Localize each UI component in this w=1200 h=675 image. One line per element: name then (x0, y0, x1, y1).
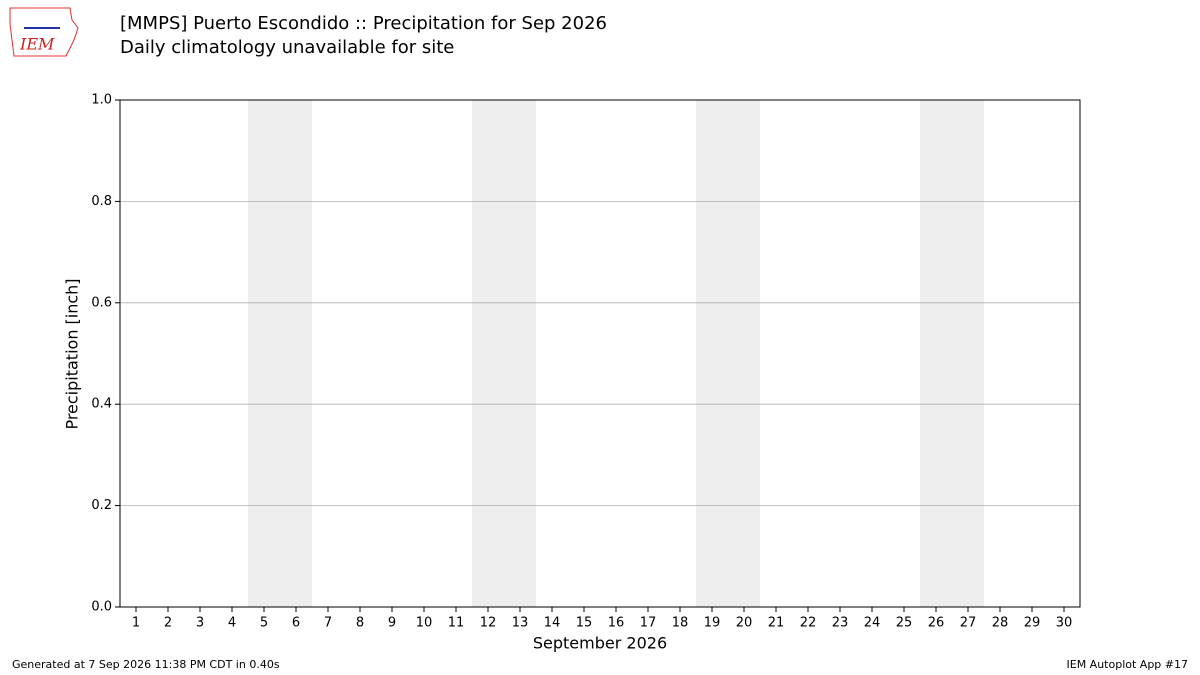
x-tick-label: 22 (800, 616, 817, 631)
x-tick-label: 6 (292, 616, 300, 631)
x-tick-label: 24 (864, 616, 881, 631)
x-tick-label: 8 (356, 616, 364, 631)
x-tick-label: 4 (228, 616, 236, 631)
x-tick-label: 23 (832, 616, 849, 631)
x-tick-label: 9 (388, 616, 396, 631)
x-tick-label: 29 (1024, 616, 1041, 631)
footer-left: Generated at 7 Sep 2026 11:38 PM CDT in … (12, 658, 280, 671)
logo-text: IEM (19, 35, 55, 54)
x-axis-label: September 2026 (533, 634, 667, 653)
y-axis-label: Precipitation [inch] (63, 278, 82, 429)
x-tick-label: 21 (768, 616, 785, 631)
x-tick-label: 2 (164, 616, 172, 631)
weekend-shade (472, 100, 536, 607)
weekend-shade (696, 100, 760, 607)
logo: IEM (9, 7, 79, 57)
x-tick-label: 28 (992, 616, 1009, 631)
y-tick-label: 0.8 (91, 194, 112, 209)
plot-frame (119, 99, 1081, 608)
x-tick-label: 14 (544, 616, 561, 631)
logo-outline (9, 7, 79, 57)
weekend-shade (920, 100, 984, 607)
x-tick-label: 3 (196, 616, 204, 631)
x-tick-label: 25 (896, 616, 913, 631)
x-tick-label: 7 (324, 616, 332, 631)
x-tick-label: 26 (928, 616, 945, 631)
x-tick-label: 30 (1056, 616, 1073, 631)
footer-right: IEM Autoplot App #17 (1067, 658, 1189, 671)
x-tick-label: 19 (704, 616, 721, 631)
y-tick-label: 0.4 (91, 397, 112, 412)
x-tick-label: 18 (672, 616, 689, 631)
x-tick-label: 10 (416, 616, 433, 631)
x-tick-label: 5 (260, 616, 268, 631)
x-tick-label: 27 (960, 616, 977, 631)
x-tick-label: 1 (132, 616, 140, 631)
weekend-shade (248, 100, 312, 607)
chart-subtitle: Daily climatology unavailable for site (120, 37, 454, 58)
x-tick-label: 20 (736, 616, 753, 631)
x-tick-label: 16 (608, 616, 625, 631)
x-tick-label: 12 (480, 616, 497, 631)
chart-title: [MMPS] Puerto Escondido :: Precipitation… (120, 13, 607, 34)
y-tick-label: 0.6 (91, 295, 112, 310)
y-tick-label: 1.0 (91, 93, 112, 108)
y-tick-label: 0.2 (91, 498, 112, 513)
x-tick-label: 17 (640, 616, 657, 631)
x-tick-label: 11 (448, 616, 465, 631)
x-tick-label: 13 (512, 616, 529, 631)
x-tick-label: 15 (576, 616, 593, 631)
y-tick-label: 0.0 (91, 600, 112, 615)
